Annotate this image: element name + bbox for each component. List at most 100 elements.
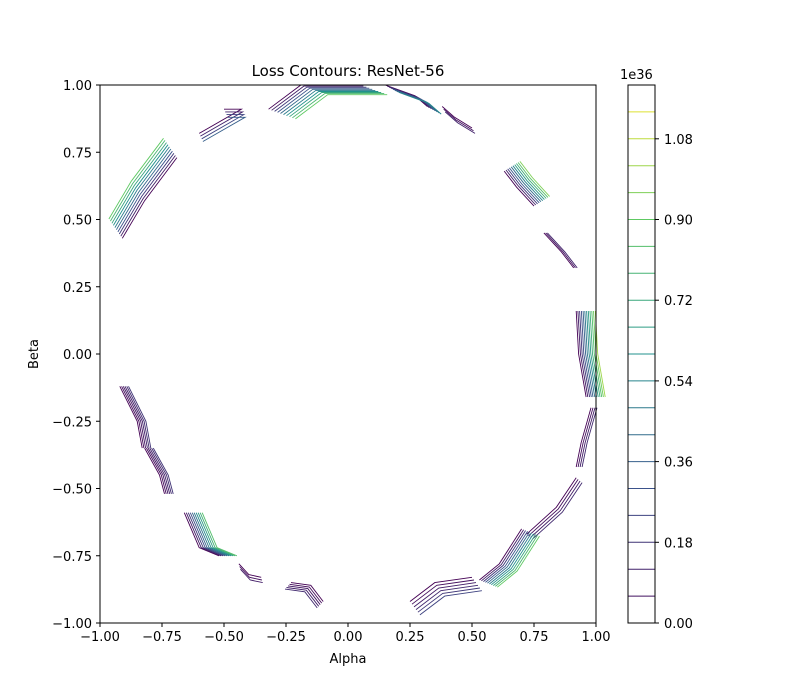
contour-line [183, 512, 220, 557]
x-tick-label: 1.00 [582, 630, 611, 645]
colorbar: 0.00 0.18 0.36 0.54 0.72 0.90 1.08 1e36 [620, 68, 693, 632]
contour-line [191, 512, 228, 557]
contour-line [411, 579, 475, 605]
contour-group-upper-right [503, 161, 550, 207]
contour-line [238, 563, 262, 578]
contour-line [505, 169, 537, 206]
colorbar-tick-label: 0.90 [664, 214, 693, 229]
contour-line [575, 310, 587, 398]
contour-group-right-upper-small [543, 232, 578, 269]
y-tick-label: 1.00 [63, 79, 92, 94]
contour-line [195, 512, 232, 557]
contour-line [577, 310, 589, 398]
plot-area [99, 84, 606, 624]
contour-group-top-right-small [441, 106, 476, 134]
contour-line [581, 407, 598, 468]
x-axis: −1.00 −0.75 −0.50 −0.25 0.00 0.25 0.50 0.75 1.00 [80, 623, 610, 645]
contour-line [413, 582, 477, 608]
contour-line [487, 531, 530, 584]
contour-line [510, 166, 542, 203]
contour-line [116, 148, 172, 230]
contour-line [577, 407, 594, 468]
contour-line [185, 512, 222, 557]
contour-line [509, 167, 540, 204]
contour-group-left-lower-2 [144, 447, 174, 495]
contour-line [118, 153, 175, 235]
contour-line [280, 88, 373, 114]
contour-line [110, 140, 166, 222]
contour-line [519, 161, 550, 197]
contour-line [277, 87, 370, 113]
contour-line [409, 576, 473, 602]
contour-line [287, 585, 321, 605]
contour-line [547, 232, 578, 269]
y-tick-label: −0.25 [52, 415, 92, 430]
contour-line [532, 482, 583, 540]
contour-line [489, 532, 532, 585]
contour-line [586, 310, 597, 398]
contour-line [201, 114, 246, 140]
contour-line [289, 583, 323, 604]
colorbar-ticks: 0.00 0.18 0.36 0.54 0.72 0.90 1.08 [655, 133, 693, 632]
contour-line [479, 528, 522, 581]
contour-line [286, 91, 379, 117]
contour-line [417, 587, 480, 613]
contour-line [199, 512, 236, 557]
colorbar-tick-label: 0.54 [664, 375, 693, 390]
contour-line [152, 447, 174, 495]
contour-lines [108, 84, 606, 616]
contour-group-bottom-left-small [238, 563, 263, 584]
contour-line [514, 164, 545, 200]
contour-line [444, 111, 476, 134]
contour-group-top-right-upper [385, 84, 442, 115]
y-tick-label: −1.00 [52, 617, 92, 632]
colorbar-frame [627, 84, 656, 624]
contour-group-top-peak [268, 84, 388, 120]
contour-line [579, 310, 591, 398]
contour-line [200, 111, 245, 137]
contour-line [121, 157, 178, 239]
y-tick-label: 0.75 [63, 146, 92, 161]
contour-line [497, 535, 540, 588]
contour-group-bottom-right-peak [479, 528, 540, 588]
contour-group-right-lower [575, 407, 598, 468]
contour-line [198, 108, 244, 134]
colorbar-tick-label: 1.08 [664, 133, 693, 148]
contour-line [290, 582, 324, 602]
contour-group-left-lower [119, 386, 152, 449]
contour-line [146, 447, 167, 495]
contour-group-bottom-center [284, 582, 324, 609]
y-tick-label: 0.25 [63, 281, 92, 296]
contour-line [516, 163, 547, 199]
contour-line [271, 85, 364, 111]
contour-line [582, 310, 594, 398]
contour-line [530, 480, 581, 538]
contour-group-lower-left-peak [183, 512, 238, 557]
contour-line [187, 512, 224, 557]
contour-line [113, 144, 169, 226]
contour-line [543, 232, 575, 269]
contour-line [589, 310, 601, 398]
contour-line [274, 86, 367, 112]
y-tick-label: −0.75 [52, 550, 92, 565]
contour-group-bottom-right-low [409, 576, 482, 616]
x-tick-label: 0.00 [334, 630, 363, 645]
colorbar-tick-label: 0.00 [664, 617, 693, 632]
contour-line [121, 386, 145, 449]
colorbar-offset-label: 1e36 [620, 68, 653, 83]
contour-line [124, 386, 148, 449]
contour-line [415, 584, 479, 610]
contour-line [575, 407, 592, 468]
contour-line [149, 447, 171, 495]
x-axis-label: Alpha [330, 652, 367, 667]
contour-group-upper-left [108, 138, 178, 239]
contour-line [144, 447, 165, 495]
contour-line [481, 529, 524, 582]
contour-line [202, 116, 247, 142]
contour-line [485, 531, 528, 583]
contour-line [108, 138, 164, 220]
contour-group-top-left-upper [198, 108, 247, 142]
contour-line [493, 534, 536, 586]
colorbar-tick-label: 0.72 [664, 294, 693, 309]
